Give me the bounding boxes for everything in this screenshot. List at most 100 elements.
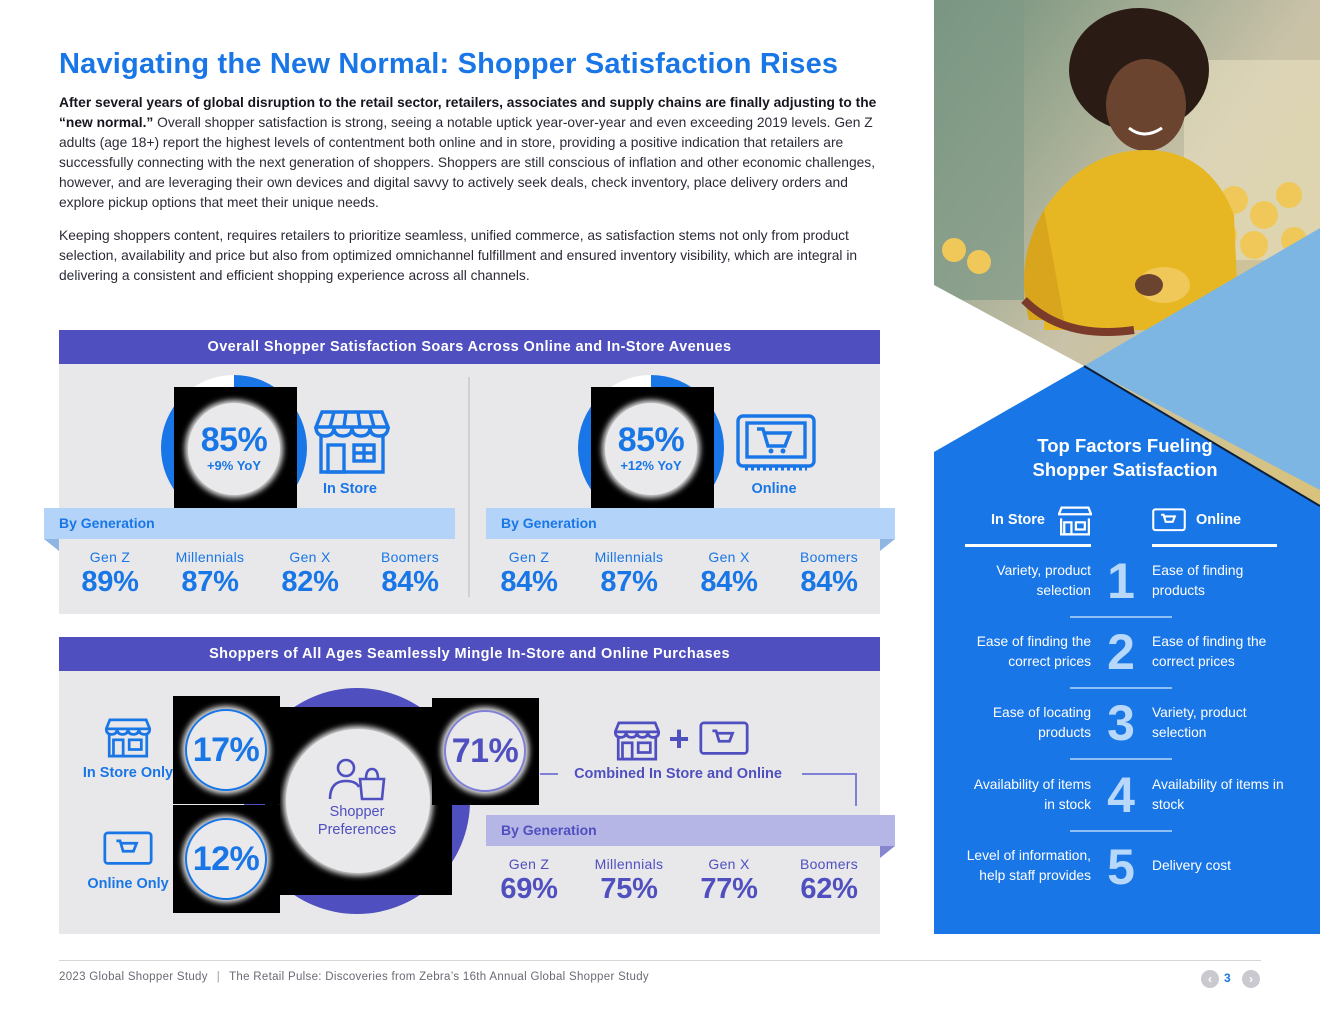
footer-separator: |	[216, 971, 221, 983]
generation-name: Boomers	[799, 856, 859, 872]
factor-in-store-5: Level of information, help staff provide…	[966, 848, 1091, 883]
generation-value: 87%	[181, 566, 239, 598]
factors-online-heading: Online	[1196, 512, 1242, 528]
combined-circle	[444, 710, 526, 792]
online-yoy: +12% YoY	[620, 458, 682, 473]
generation-name: Gen Z	[508, 549, 550, 565]
generation-value: 84%	[381, 566, 439, 598]
online-cart-icon	[736, 414, 816, 471]
store-icon	[314, 410, 390, 474]
generation-millennials: Millennials 87%	[160, 549, 260, 599]
rank-divider	[1070, 758, 1172, 760]
in-store-donut-center	[188, 403, 280, 495]
factor-in-store-2: Ease of finding the correct prices	[976, 634, 1091, 669]
factor-online-1: Ease of finding products	[1152, 563, 1244, 598]
generation-value: 75%	[600, 873, 658, 905]
generation-gen-x: Gen X 84%	[679, 549, 779, 599]
store-icon	[105, 718, 151, 758]
footer-rule	[59, 960, 1261, 961]
in-store-only-circle	[185, 709, 267, 791]
generation-name: Millennials	[594, 856, 664, 872]
online-only-label: Online Only	[87, 876, 169, 892]
online-label: Online	[751, 481, 797, 497]
generation-name: Millennials	[175, 549, 245, 565]
generation-gen-x: Gen X 82%	[260, 549, 360, 599]
online-only-pct: 12%	[192, 840, 260, 878]
generation-boomers: Boomers 84%	[360, 549, 460, 599]
satisfaction-panel-heading: Overall Shopper Satisfaction Soars Acros…	[59, 330, 880, 364]
decorative-shapes	[934, 228, 1320, 934]
store-icon	[1058, 506, 1092, 536]
generation-name: Gen X	[708, 856, 750, 872]
factor-online-5: Delivery cost	[1152, 858, 1231, 873]
factor-in-store-4: Availability of items in stock	[973, 777, 1091, 812]
online-cart-icon	[699, 721, 749, 755]
in-store-by-generation-band: By Generation	[44, 508, 455, 539]
online-donut-center	[605, 403, 697, 495]
panel-divider	[468, 377, 470, 597]
rank-divider	[1070, 830, 1172, 832]
factors-title-line1: Top Factors Fueling	[1037, 435, 1213, 456]
rank-2: 2	[1107, 624, 1135, 680]
footer-subtitle: The Retail Pulse: Discoveries from Zebra…	[229, 971, 649, 983]
generation-value: 82%	[281, 566, 339, 598]
combined-pct: 71%	[451, 732, 519, 770]
combined-generation-row: Gen Z 69% Millennials 75% Gen X 77% Boomers…	[479, 856, 879, 906]
online-cart-icon	[103, 831, 153, 865]
intro-body: Overall shopper satisfaction is strong, …	[59, 115, 876, 211]
rank-divider	[1070, 687, 1172, 689]
generation-name: Millennials	[594, 549, 664, 565]
in-store-column-rule	[965, 544, 1091, 547]
rank-3: 3	[1107, 695, 1135, 751]
generation-value: 77%	[700, 873, 758, 905]
in-store-only-label: In Store Only	[82, 765, 174, 781]
store-icon	[614, 721, 660, 761]
intro-paragraph-2: Keeping shoppers content, requires retai…	[59, 227, 858, 283]
in-store-yoy: +9% YoY	[206, 458, 262, 473]
rank-1: 1	[1107, 553, 1135, 609]
by-generation-label: By Generation	[59, 515, 155, 531]
intro-paragraph-1: After several years of global disruption…	[59, 93, 879, 214]
band-fold	[880, 539, 895, 551]
online-generation-row: Gen Z 84% Millennials 87% Gen X 84% Boomers…	[479, 549, 879, 599]
band-fold	[880, 846, 895, 858]
next-page-button[interactable]: ›	[1242, 970, 1260, 988]
by-generation-label: By Generation	[501, 515, 597, 531]
online-cart-icon	[1152, 508, 1186, 532]
connector-line	[540, 773, 558, 775]
page-title: Navigating the New Normal: Shopper Satis…	[59, 48, 839, 80]
factor-in-store-3: Ease of locating products	[992, 705, 1091, 740]
in-store-only-pct: 17%	[192, 731, 260, 769]
rank-divider	[1070, 616, 1172, 618]
footer-study: 2023 Global Shopper Study	[59, 971, 208, 983]
generation-value: 62%	[800, 873, 858, 905]
prev-page-button[interactable]: ‹	[1201, 970, 1219, 988]
shopper-icon	[328, 758, 386, 801]
generation-name: Gen Z	[89, 549, 131, 565]
factors-title: Top Factors Fueling Shopper Satisfaction	[934, 434, 1316, 482]
rank-4: 4	[1107, 767, 1135, 823]
preferences-donut-center	[286, 729, 430, 873]
rank-5: 5	[1107, 839, 1135, 895]
generation-name: Boomers	[799, 549, 859, 565]
factor-online-3: Variety, product selection	[1152, 705, 1247, 740]
connector-line	[802, 773, 857, 806]
online-satisfaction-pct: 85%	[617, 421, 685, 459]
intro-lead: After several years of global disruption…	[59, 95, 877, 131]
generation-value: 69%	[500, 873, 558, 905]
factor-in-store-1: Variety, product selection	[996, 563, 1091, 598]
footer: 2023 Global Shopper Study | The Retail Pul…	[59, 971, 649, 983]
preferences-panel-heading: Shoppers of All Ages Seamlessly Mingle I…	[59, 637, 880, 671]
factor-online-4: Availability of items in stock	[1152, 777, 1284, 812]
generation-name: Boomers	[380, 549, 440, 565]
in-store-generation-row: Gen Z 89% Millennials 87% Gen X 82% Boomers…	[60, 549, 460, 599]
generation-gen-z: Gen Z 69%	[479, 856, 579, 906]
online-by-generation-band: By Generation	[486, 508, 895, 539]
factor-online-2: Ease of finding the correct prices	[1152, 634, 1267, 669]
combined-label: Combined In Store and Online	[574, 766, 782, 782]
intro-text: After several years of global disruption…	[59, 93, 879, 286]
band-fold	[44, 539, 59, 551]
online-column-rule	[1152, 544, 1277, 547]
plus-sign: +	[668, 718, 690, 759]
factors-title-line2: Shopper Satisfaction	[1032, 459, 1218, 480]
